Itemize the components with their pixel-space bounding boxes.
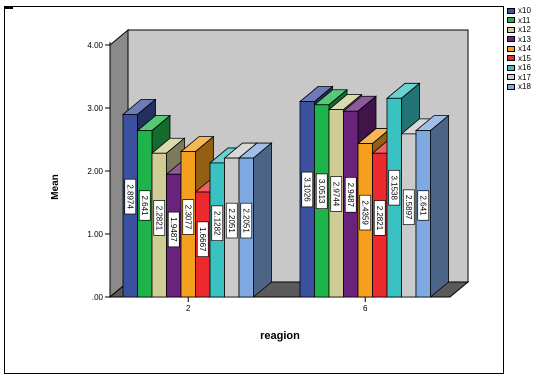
y-tick-label: 4.00	[87, 41, 103, 50]
data-label-box-x16-6	[388, 169, 401, 206]
y-tick-label: .00	[92, 293, 104, 302]
bar-side-x18-2	[253, 142, 272, 298]
legend-label: x16	[518, 63, 531, 73]
data-label-x10-6: 3.1026	[302, 177, 311, 202]
legend-label: x11	[518, 15, 531, 25]
data-label-x15-6: 2.2821	[375, 206, 384, 231]
x-tick-label: 6	[363, 304, 368, 313]
data-label-x17-6: 2.5897	[404, 195, 413, 220]
data-label-box-x10-6	[301, 171, 314, 208]
data-label-box-x17-2	[225, 202, 238, 239]
y-axis-title: Mean	[50, 174, 61, 200]
frame-corner-mark	[5, 7, 13, 9]
data-label-box-x13-2	[167, 211, 180, 248]
legend-label: x17	[518, 72, 531, 82]
legend-item-x12: x12	[507, 25, 531, 35]
data-label-box-x17-6	[402, 189, 415, 226]
data-label-box-x18-6	[417, 190, 430, 221]
data-label-x12-2: 2.2821	[154, 206, 163, 231]
legend-item-x16: x16	[507, 63, 531, 73]
legend-label: x14	[518, 44, 531, 54]
bar-side-x18-6	[430, 114, 449, 298]
data-label-x18-6: 2.641	[418, 195, 427, 216]
legend-item-x11: x11	[507, 16, 531, 26]
data-label-box-x10-2	[124, 178, 137, 215]
data-label-x14-6: 2.4359	[360, 200, 369, 225]
data-label-box-x12-6	[330, 176, 343, 212]
data-label-x16-6: 3.1538	[389, 175, 398, 200]
data-label-x12-6: 2.9744	[331, 182, 340, 207]
legend-label: x12	[518, 25, 531, 35]
data-label-x17-2: 2.2051	[227, 208, 236, 233]
legend-item-x15: x15	[507, 54, 531, 64]
data-label-box-x12-2	[153, 200, 166, 236]
legend: x10 x11 x12 x13 x14 x15 x16 x17 x18	[507, 6, 531, 92]
data-label-box-x14-6	[359, 194, 372, 231]
legend-swatch	[507, 74, 515, 81]
x-axis-title: reagion	[260, 330, 300, 342]
legend-swatch	[507, 7, 515, 14]
legend-swatch	[507, 36, 515, 43]
legend-item-x14: x14	[507, 44, 531, 54]
legend-label: x18	[518, 82, 531, 92]
legend-swatch	[507, 83, 515, 90]
data-label-x11-2: 2.641	[140, 195, 149, 216]
legend-item-x13: x13	[507, 35, 531, 45]
data-label-x11-6: 3.0513	[317, 179, 326, 204]
legend-label: x13	[518, 34, 531, 44]
data-label-box-x14-2	[182, 199, 195, 235]
legend-swatch	[507, 55, 515, 62]
data-label-x18-2: 2.2051	[241, 208, 250, 233]
legend-item-x17: x17	[507, 73, 531, 83]
legend-swatch	[507, 26, 515, 33]
data-label-x13-2: 1.9487	[169, 217, 178, 242]
data-label-box-x15-2	[196, 221, 209, 257]
data-label-x13-6: 2.9487	[346, 183, 355, 208]
legend-swatch	[507, 17, 515, 24]
x-tick-label: 2	[186, 304, 191, 313]
data-label-x14-2: 2.3077	[183, 205, 192, 230]
data-label-x15-2: 1.6667	[198, 227, 207, 252]
chart-frame: .00 1.00 2.00 3.00 4.00 Mean reagion 2 6 2.8974 2.…	[4, 6, 504, 374]
data-label-box-x15-6	[373, 200, 386, 236]
legend-label: x15	[518, 53, 531, 63]
bar-chart: .00 1.00 2.00 3.00 4.00 Mean reagion 2 6 2.8974 2.…	[50, 28, 470, 342]
legend-swatch	[507, 45, 515, 52]
data-label-box-x11-6	[315, 173, 328, 210]
data-label-x16-2: 2.1282	[212, 211, 221, 236]
data-label-box-x18-2	[240, 202, 253, 239]
data-label-x10-2: 2.8974	[125, 184, 134, 209]
data-label-box-x16-2	[211, 205, 224, 242]
y-tick-label: 3.00	[87, 104, 103, 113]
data-label-box-x11-2	[138, 190, 151, 221]
legend-label: x10	[518, 6, 531, 16]
legend-swatch	[507, 64, 515, 71]
y-tick-label: 1.00	[87, 230, 103, 239]
data-label-box-x13-6	[344, 177, 357, 213]
legend-item-x18: x18	[507, 82, 531, 92]
y-tick-label: 2.00	[87, 167, 103, 176]
legend-item-x10: x10	[507, 6, 531, 16]
